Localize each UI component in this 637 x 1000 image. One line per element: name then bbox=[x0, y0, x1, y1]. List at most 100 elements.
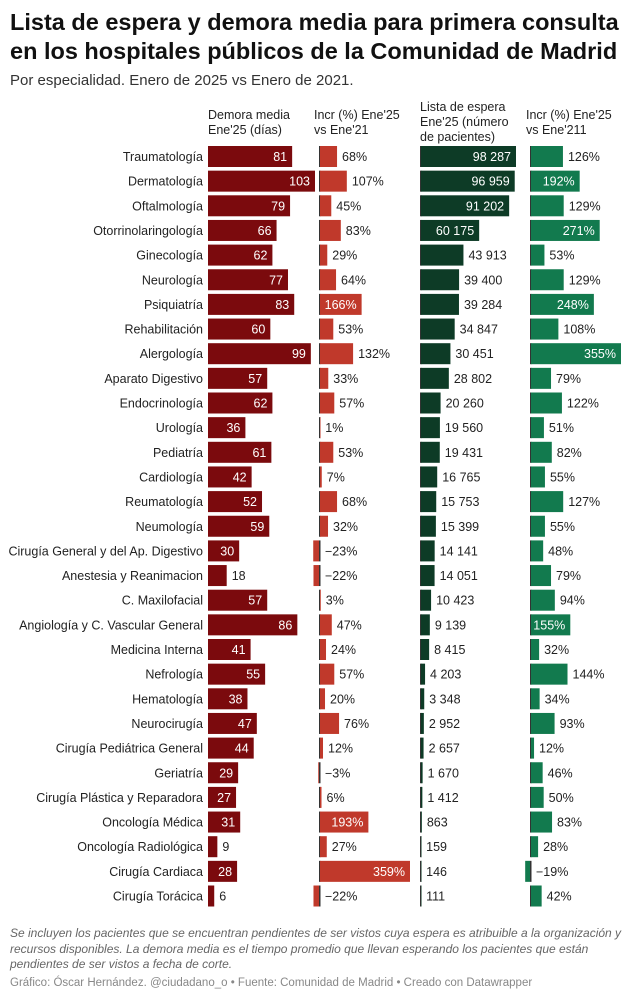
bar-demora bbox=[208, 712, 257, 734]
zero-line bbox=[319, 293, 321, 315]
zero-line bbox=[530, 540, 532, 562]
bar-incr_lista bbox=[531, 318, 559, 340]
value-label-demora: 27 bbox=[217, 791, 231, 805]
zero-line bbox=[420, 170, 422, 192]
zero-line bbox=[319, 786, 321, 808]
value-label-lista: 20 260 bbox=[446, 397, 484, 411]
bar-incr_demora bbox=[320, 589, 321, 611]
zero-line bbox=[530, 712, 532, 734]
bar-demora bbox=[208, 269, 288, 291]
zero-line bbox=[530, 392, 532, 414]
value-label-incr_demora: 107% bbox=[352, 175, 384, 189]
value-label-lista: 14 141 bbox=[440, 544, 478, 558]
bar-demora bbox=[208, 417, 246, 439]
bar-incr_demora bbox=[320, 491, 338, 513]
bar-incr_demora bbox=[320, 170, 347, 192]
zero-line bbox=[530, 491, 532, 513]
value-label-incr_lista: 28% bbox=[543, 840, 568, 854]
zero-line bbox=[319, 663, 321, 685]
bar-incr_lista bbox=[531, 269, 564, 291]
zero-line bbox=[530, 269, 532, 291]
bar-demora bbox=[208, 885, 215, 907]
value-label-demora: 55 bbox=[246, 668, 260, 682]
value-label-demora: 59 bbox=[250, 520, 264, 534]
value-label-incr_lista: 192% bbox=[543, 175, 575, 189]
category-label: Dermatología bbox=[128, 175, 203, 189]
bar-incr_demora bbox=[320, 367, 329, 389]
bar-incr_demora bbox=[320, 712, 340, 734]
bar-incr_lista bbox=[531, 639, 540, 660]
bar-incr_lista bbox=[531, 737, 535, 759]
bar-demora bbox=[208, 244, 273, 266]
value-label-lista: 30 451 bbox=[455, 347, 493, 361]
bar-demora bbox=[208, 491, 263, 513]
value-label-incr_demora: 12% bbox=[328, 742, 353, 756]
value-label-demora: 38 bbox=[229, 692, 243, 706]
bar-demora bbox=[208, 392, 273, 414]
zero-line bbox=[319, 565, 321, 587]
value-label-demora: 47 bbox=[238, 717, 252, 731]
zero-line bbox=[530, 195, 532, 217]
value-label-incr_demora: 76% bbox=[344, 717, 369, 731]
bar-incr_lista bbox=[531, 712, 555, 734]
value-label-demora: 36 bbox=[226, 421, 240, 435]
value-label-incr_demora: −22% bbox=[325, 569, 357, 583]
value-label-demora: 41 bbox=[232, 643, 246, 657]
zero-line bbox=[319, 170, 321, 192]
zero-line bbox=[530, 836, 532, 858]
zero-line bbox=[420, 688, 422, 710]
zero-line bbox=[530, 811, 532, 833]
value-label-lista: 39 400 bbox=[464, 273, 502, 287]
bar-incr_lista bbox=[531, 219, 600, 241]
zero-line bbox=[319, 614, 321, 636]
zero-line bbox=[420, 343, 422, 365]
value-label-incr_lista: 55% bbox=[550, 470, 575, 484]
value-label-lista: 8 415 bbox=[434, 643, 465, 657]
value-label-incr_demora: 3% bbox=[326, 594, 344, 608]
value-label-demora: 57 bbox=[248, 594, 262, 608]
value-label-demora: 79 bbox=[271, 199, 285, 213]
bar-lista bbox=[421, 515, 436, 537]
zero-line bbox=[530, 244, 532, 266]
bar-incr_demora bbox=[320, 663, 335, 685]
value-label-incr_demora: −3% bbox=[325, 766, 350, 780]
footnote: Se incluyen los pacientes que se encuent… bbox=[10, 926, 622, 971]
bar-incr_lista bbox=[531, 589, 555, 611]
bar-incr_demora bbox=[320, 688, 326, 710]
bar-lista bbox=[421, 639, 430, 660]
bar-lista bbox=[421, 614, 430, 636]
bar-incr_demora bbox=[320, 343, 354, 365]
value-label-incr_lista: 46% bbox=[548, 766, 573, 780]
value-label-demora: 99 bbox=[292, 347, 306, 361]
category-label: Urología bbox=[156, 421, 203, 435]
bar-incr_demora bbox=[313, 885, 319, 907]
bar-incr_lista bbox=[531, 515, 545, 537]
category-label: Ginecología bbox=[136, 249, 203, 263]
zero-line bbox=[420, 663, 422, 685]
zero-line bbox=[530, 293, 532, 315]
bar-incr_demora bbox=[320, 466, 322, 488]
value-label-demora: 62 bbox=[254, 397, 268, 411]
chart-title: Lista de espera y demora media para prim… bbox=[10, 9, 619, 64]
zero-line bbox=[530, 860, 532, 882]
zero-line bbox=[530, 688, 532, 710]
zero-line bbox=[319, 540, 321, 562]
credit-line: Gráfico: Óscar Hernández. @ciudadano_o •… bbox=[10, 977, 533, 989]
category-label: Cirugía General y del Ap. Digestivo bbox=[8, 544, 203, 558]
zero-line bbox=[530, 639, 532, 660]
bar-incr_lista bbox=[525, 860, 530, 882]
value-label-incr_demora: −23% bbox=[325, 544, 357, 558]
value-label-incr_lista: 42% bbox=[547, 890, 572, 904]
bar-lista bbox=[421, 712, 424, 734]
value-label-lista: 39 284 bbox=[464, 298, 502, 312]
bar-lista bbox=[421, 836, 422, 858]
value-label-lista: 3 348 bbox=[429, 692, 460, 706]
value-label-incr_demora: 27% bbox=[332, 840, 357, 854]
bar-demora bbox=[208, 737, 254, 759]
bar-lista bbox=[421, 417, 440, 439]
value-label-lista: 19 431 bbox=[445, 446, 483, 460]
bar-demora bbox=[208, 318, 271, 340]
bar-incr_lista bbox=[531, 491, 564, 513]
category-label: Endocrinología bbox=[120, 397, 203, 411]
